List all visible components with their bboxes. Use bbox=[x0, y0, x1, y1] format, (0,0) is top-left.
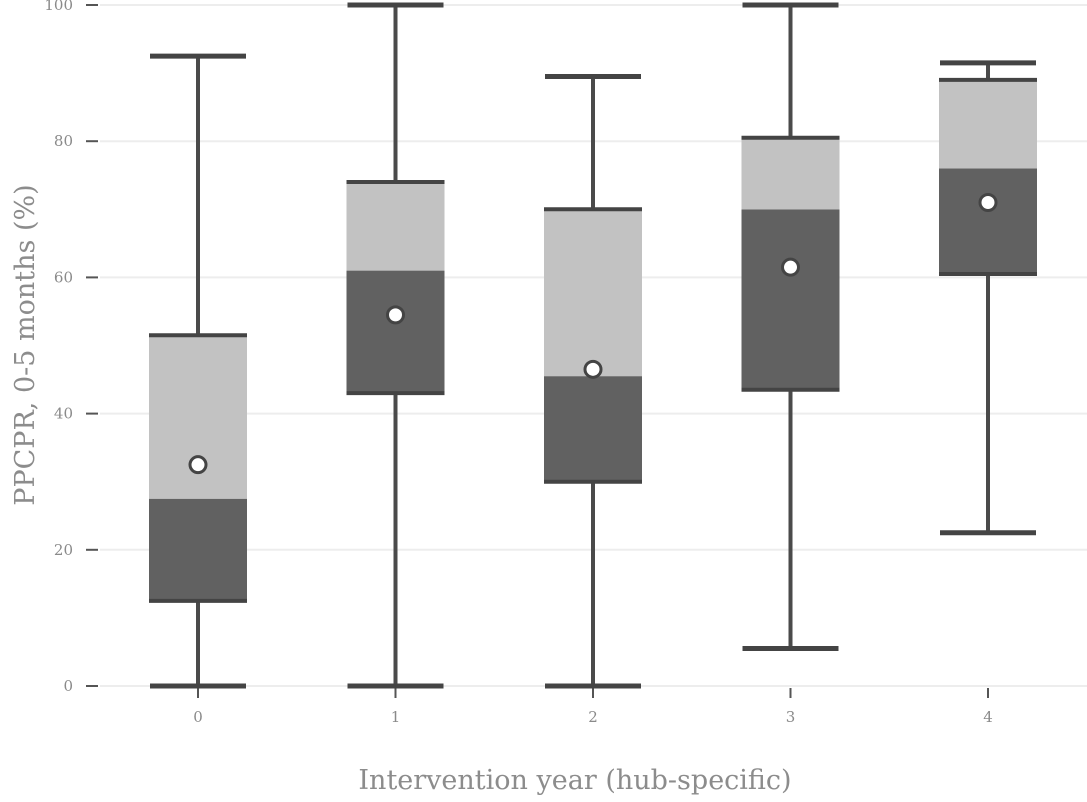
x-tick-label-3: 3 bbox=[786, 708, 796, 726]
upper-box-median-q3 bbox=[741, 137, 840, 210]
box-group-3 bbox=[741, 2, 840, 652]
mean-marker bbox=[188, 455, 208, 475]
x-tick-label-1: 1 bbox=[391, 708, 401, 726]
y-tick-label-40: 40 bbox=[54, 405, 73, 423]
box-group-4 bbox=[939, 60, 1037, 536]
lower-box-q1-median bbox=[544, 376, 642, 482]
upper-box-median-q3 bbox=[939, 79, 1037, 169]
lower-box-q1-median bbox=[939, 168, 1037, 274]
mean-marker bbox=[583, 359, 603, 379]
lower-box-q1-median bbox=[346, 270, 445, 394]
y-axis-title: PPCPR, 0-5 months (%) bbox=[10, 184, 41, 505]
mean-marker bbox=[781, 257, 800, 277]
x-tick-label-2: 2 bbox=[588, 708, 598, 726]
boxes bbox=[149, 2, 1037, 689]
mean-marker bbox=[386, 305, 405, 325]
upper-box-median-q3 bbox=[346, 182, 445, 271]
x-axis: 0 1 2 3 4 bbox=[193, 688, 993, 726]
y-axis: 0 20 40 60 80 100 bbox=[44, 0, 98, 695]
lower-box-q1-median bbox=[741, 209, 840, 390]
x-tick-label-0: 0 bbox=[193, 708, 203, 726]
x-tick-label-4: 4 bbox=[983, 708, 993, 726]
y-tick-label-100: 100 bbox=[44, 0, 73, 14]
y-tick-label-20: 20 bbox=[54, 541, 73, 559]
box-group-0 bbox=[149, 53, 247, 689]
box-group-2 bbox=[544, 74, 642, 689]
y-tick-label-60: 60 bbox=[54, 268, 73, 286]
y-tick-label-0: 0 bbox=[63, 677, 73, 695]
upper-box-median-q3 bbox=[544, 209, 642, 377]
x-axis-title: Intervention year (hub-specific) bbox=[358, 765, 791, 796]
y-tick-label-80: 80 bbox=[54, 132, 73, 150]
upper-box-median-q3 bbox=[149, 335, 247, 499]
lower-box-q1-median bbox=[149, 498, 247, 601]
box-group-1 bbox=[346, 2, 445, 689]
mean-marker bbox=[978, 192, 998, 212]
